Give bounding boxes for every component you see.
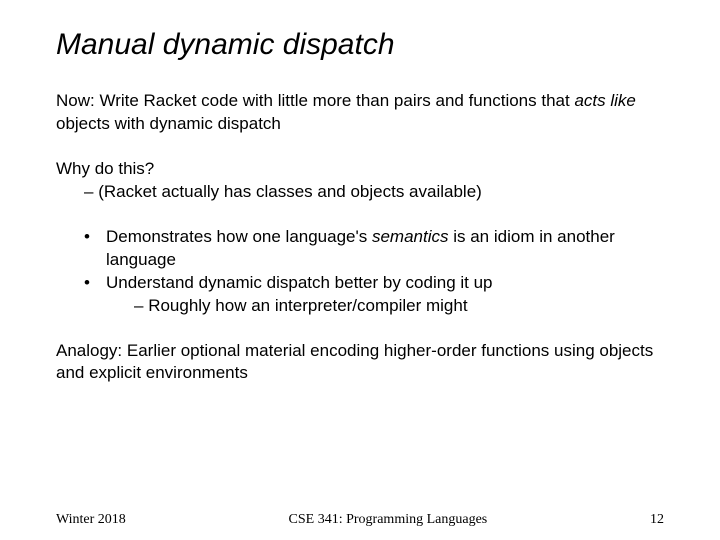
bullet-block: Demonstrates how one language's semantic… (56, 226, 664, 318)
footer-course: CSE 341: Programming Languages (289, 512, 488, 528)
why-sub-item: (Racket actually has classes and objects… (84, 181, 664, 204)
intro-text-b: acts like (574, 91, 635, 110)
intro-text-c: objects with dynamic dispatch (56, 114, 281, 133)
why-question: Why do this? (56, 158, 664, 181)
intro-text-a: Now: Write Racket code with little more … (56, 91, 574, 110)
footer-page-number: 12 (650, 512, 664, 528)
bullet-2-sublist: Roughly how an interpreter/compiler migh… (106, 295, 664, 318)
bullet-1a: Demonstrates how one language's (106, 227, 372, 246)
why-block: Why do this? (Racket actually has classe… (56, 158, 664, 204)
bullet-2-sub: Roughly how an interpreter/compiler migh… (134, 295, 664, 318)
slide-footer: Winter 2018 CSE 341: Programming Languag… (56, 512, 664, 528)
why-sublist: (Racket actually has classes and objects… (56, 181, 664, 204)
slide-body: Now: Write Racket code with little more … (56, 90, 664, 385)
why-sub-text: (Racket actually has classes and objects… (98, 182, 482, 201)
slide: Manual dynamic dispatch Now: Write Racke… (0, 0, 720, 540)
bullet-1b: semantics (372, 227, 449, 246)
bullet-2-sub-text: Roughly how an interpreter/compiler migh… (148, 296, 467, 315)
intro-paragraph: Now: Write Racket code with little more … (56, 90, 664, 136)
slide-title: Manual dynamic dispatch (56, 28, 664, 62)
bullet-1: Demonstrates how one language's semantic… (84, 226, 664, 272)
bullet-2-text: Understand dynamic dispatch better by co… (106, 273, 493, 292)
analogy-paragraph: Analogy: Earlier optional material encod… (56, 340, 664, 386)
bullet-2: Understand dynamic dispatch better by co… (84, 272, 664, 318)
footer-term: Winter 2018 (56, 512, 126, 528)
main-bullets: Demonstrates how one language's semantic… (56, 226, 664, 318)
